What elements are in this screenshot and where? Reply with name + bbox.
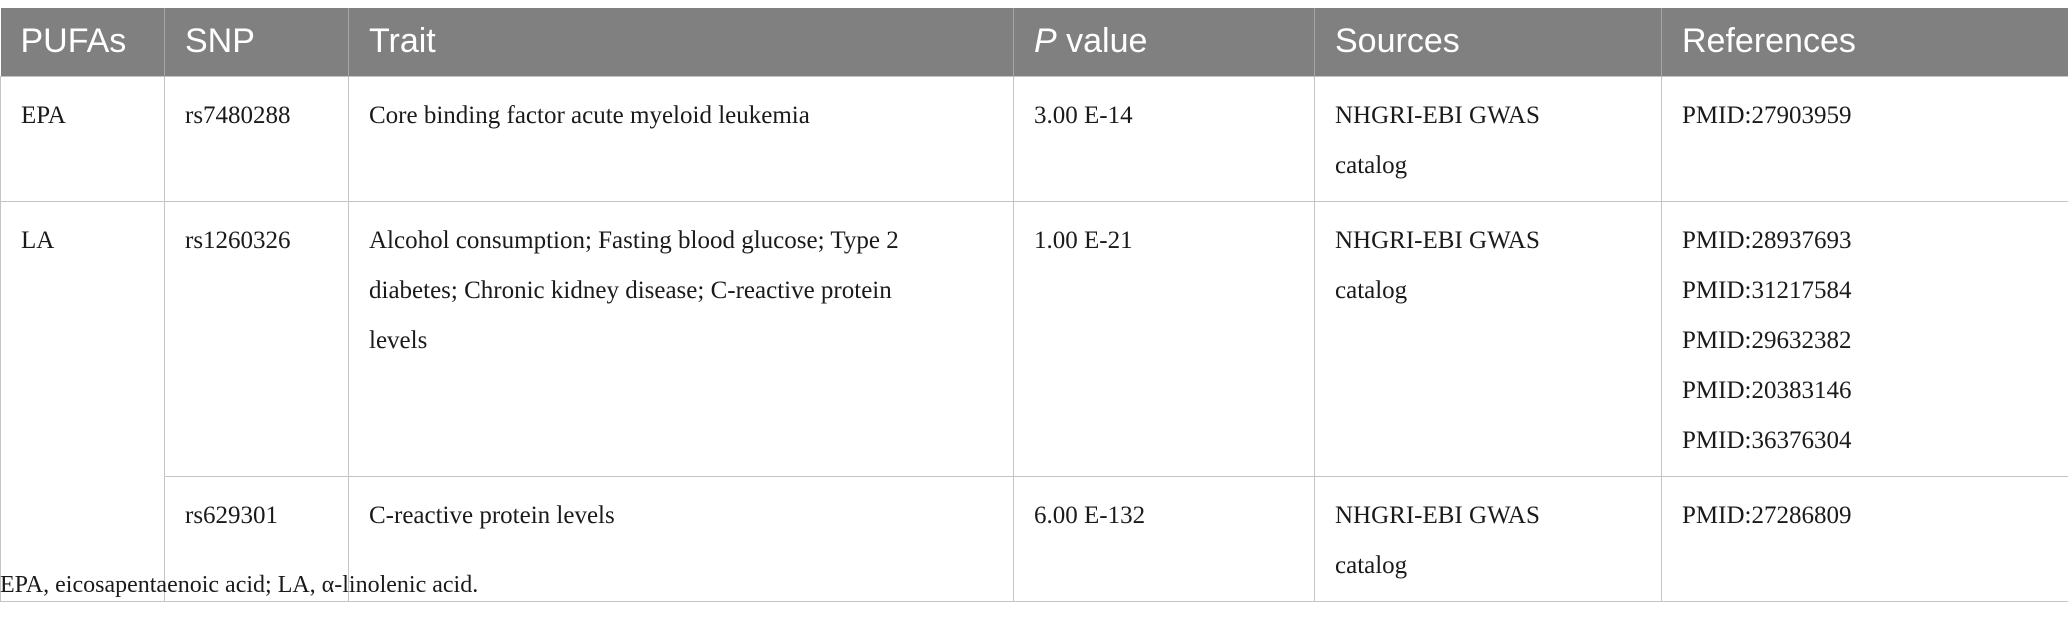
cell-references: PMID:28937693 PMID:31217584 PMID:2963238… (1661, 200, 2068, 477)
source-line: catalog (1335, 276, 1408, 304)
cell-pvalue: 3.00 E-14 (1013, 75, 1315, 202)
source-line: NHGRI-EBI GWAS (1335, 226, 1540, 254)
header-pufas: PUFAs (0, 8, 165, 76)
cell-snp: rs1260326 (164, 200, 349, 477)
cell-pufas: LA (0, 200, 165, 602)
snp-trait-table: PUFAs SNP Trait P value Sources Referenc… (0, 8, 2068, 602)
table-container: PUFAs SNP Trait P value Sources Referenc… (0, 8, 2068, 602)
cell-trait: Alcohol consumption; Fasting blood gluco… (348, 200, 1014, 477)
reference-pmid: PMID:27903959 (1682, 101, 1852, 129)
table-row: LA rs1260326 Alcohol consumption; Fastin… (0, 200, 2068, 602)
reference-pmid: PMID:36376304 (1682, 426, 1852, 454)
reference-pmid: PMID:29632382 (1682, 326, 1852, 354)
trait-line: diabetes; Chronic kidney disease; C-reac… (369, 276, 892, 304)
source-line: catalog (1335, 151, 1408, 179)
trait-line: C-reactive protein levels (369, 501, 615, 529)
trait-line: levels (369, 326, 428, 354)
header-sources: Sources (1314, 8, 1662, 76)
header-references: References (1661, 8, 2068, 76)
source-line: catalog (1335, 551, 1408, 579)
cell-pvalue: 6.00 E-132 (1013, 475, 1315, 602)
cell-trait: Core binding factor acute myeloid leukem… (348, 75, 1014, 202)
cell-pufas: EPA (0, 75, 165, 202)
cell-references: PMID:27903959 (1661, 75, 2068, 202)
header-snp: SNP (164, 8, 349, 76)
source-line: NHGRI-EBI GWAS (1335, 101, 1540, 129)
cell-pvalue: 1.00 E-21 (1013, 200, 1315, 477)
header-row: PUFAs SNP Trait P value Sources Referenc… (0, 8, 2068, 76)
trait-line: Core binding factor acute myeloid leukem… (369, 101, 810, 129)
table-footnote: EPA, eicosapentaenoic acid; LA, α-linole… (0, 572, 479, 598)
reference-pmid: PMID:31217584 (1682, 276, 1852, 304)
table-row: rs629301 C-reactive protein levels 6.00 … (1, 475, 2068, 602)
source-line: NHGRI-EBI GWAS (1335, 501, 1540, 529)
cell-sources: NHGRI-EBI GWAS catalog (1314, 75, 1662, 202)
cell-snp: rs7480288 (164, 75, 349, 202)
cell-snp: rs629301 (164, 475, 349, 602)
header-pvalue: P value (1013, 8, 1315, 76)
reference-pmid: PMID:20383146 (1682, 376, 1852, 404)
trait-line: Alcohol consumption; Fasting blood gluco… (369, 226, 899, 254)
reference-pmid: PMID:28937693 (1682, 226, 1852, 254)
cell-sources: NHGRI-EBI GWAS catalog (1314, 475, 1662, 602)
header-pvalue-symbol: P (1034, 22, 1057, 61)
cell-references: PMID:27286809 (1661, 475, 2068, 602)
cell-trait: C-reactive protein levels (348, 475, 1014, 602)
header-pvalue-text: value (1056, 22, 1148, 61)
table-row: EPA rs7480288 Core binding factor acute … (0, 75, 2068, 202)
cell-sources: NHGRI-EBI GWAS catalog (1314, 200, 1662, 477)
header-trait: Trait (348, 8, 1014, 76)
reference-pmid: PMID:27286809 (1682, 501, 1852, 529)
